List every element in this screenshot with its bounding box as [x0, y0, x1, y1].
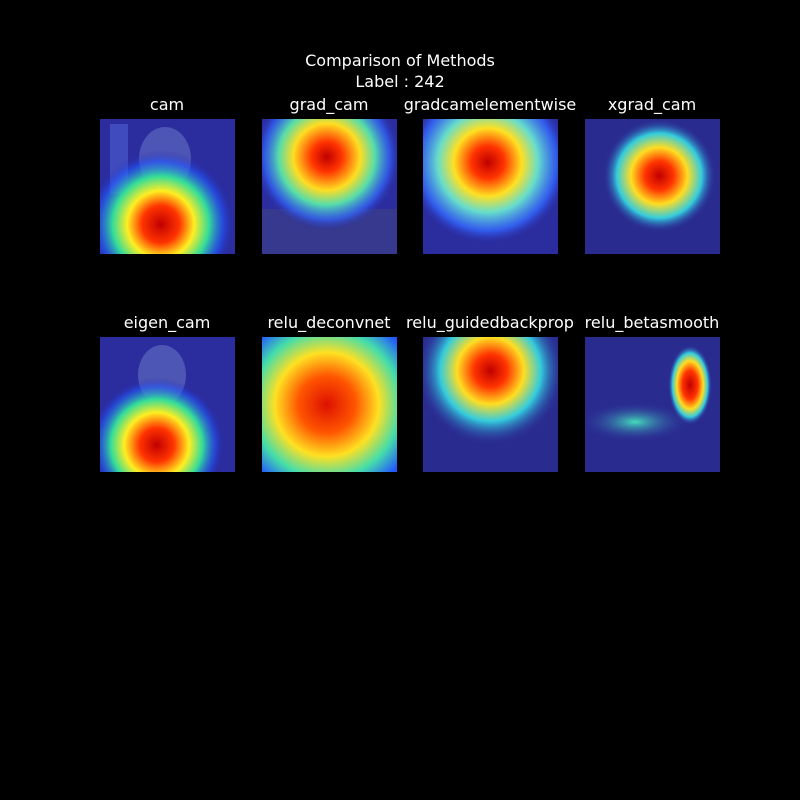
panel-title-relu-deconvnet: relu_deconvnet	[267, 313, 391, 332]
panel-title-grad-cam: grad_cam	[289, 95, 369, 114]
panel-title-gradcamelementwise: gradcamelementwise	[403, 95, 577, 114]
heatmap-image-eigen-cam	[100, 337, 235, 472]
heatmap-image-cam	[100, 119, 235, 254]
heatmap-image-relu-deconvnet	[262, 337, 397, 472]
figure-title: Comparison of Methods	[305, 51, 495, 70]
heatmap-image-xgrad-cam	[585, 119, 720, 254]
heatmap-image-relu-guidedbackprop	[423, 337, 558, 472]
panel-title-xgrad-cam: xgrad_cam	[607, 95, 697, 114]
heatmap-image-relu-betasmooth	[585, 337, 720, 472]
heatmap-image-grad-cam	[262, 119, 397, 254]
panel-title-cam: cam	[149, 95, 185, 114]
heatmap-image-gradcamelementwise	[423, 119, 558, 254]
panel-title-relu-betasmooth: relu_betasmooth	[584, 313, 720, 332]
panel-title-eigen-cam: eigen_cam	[123, 313, 211, 332]
panel-title-relu-guidedbackprop: relu_guidedbackprop	[406, 313, 574, 332]
figure-subtitle: Label : 242	[355, 72, 445, 91]
